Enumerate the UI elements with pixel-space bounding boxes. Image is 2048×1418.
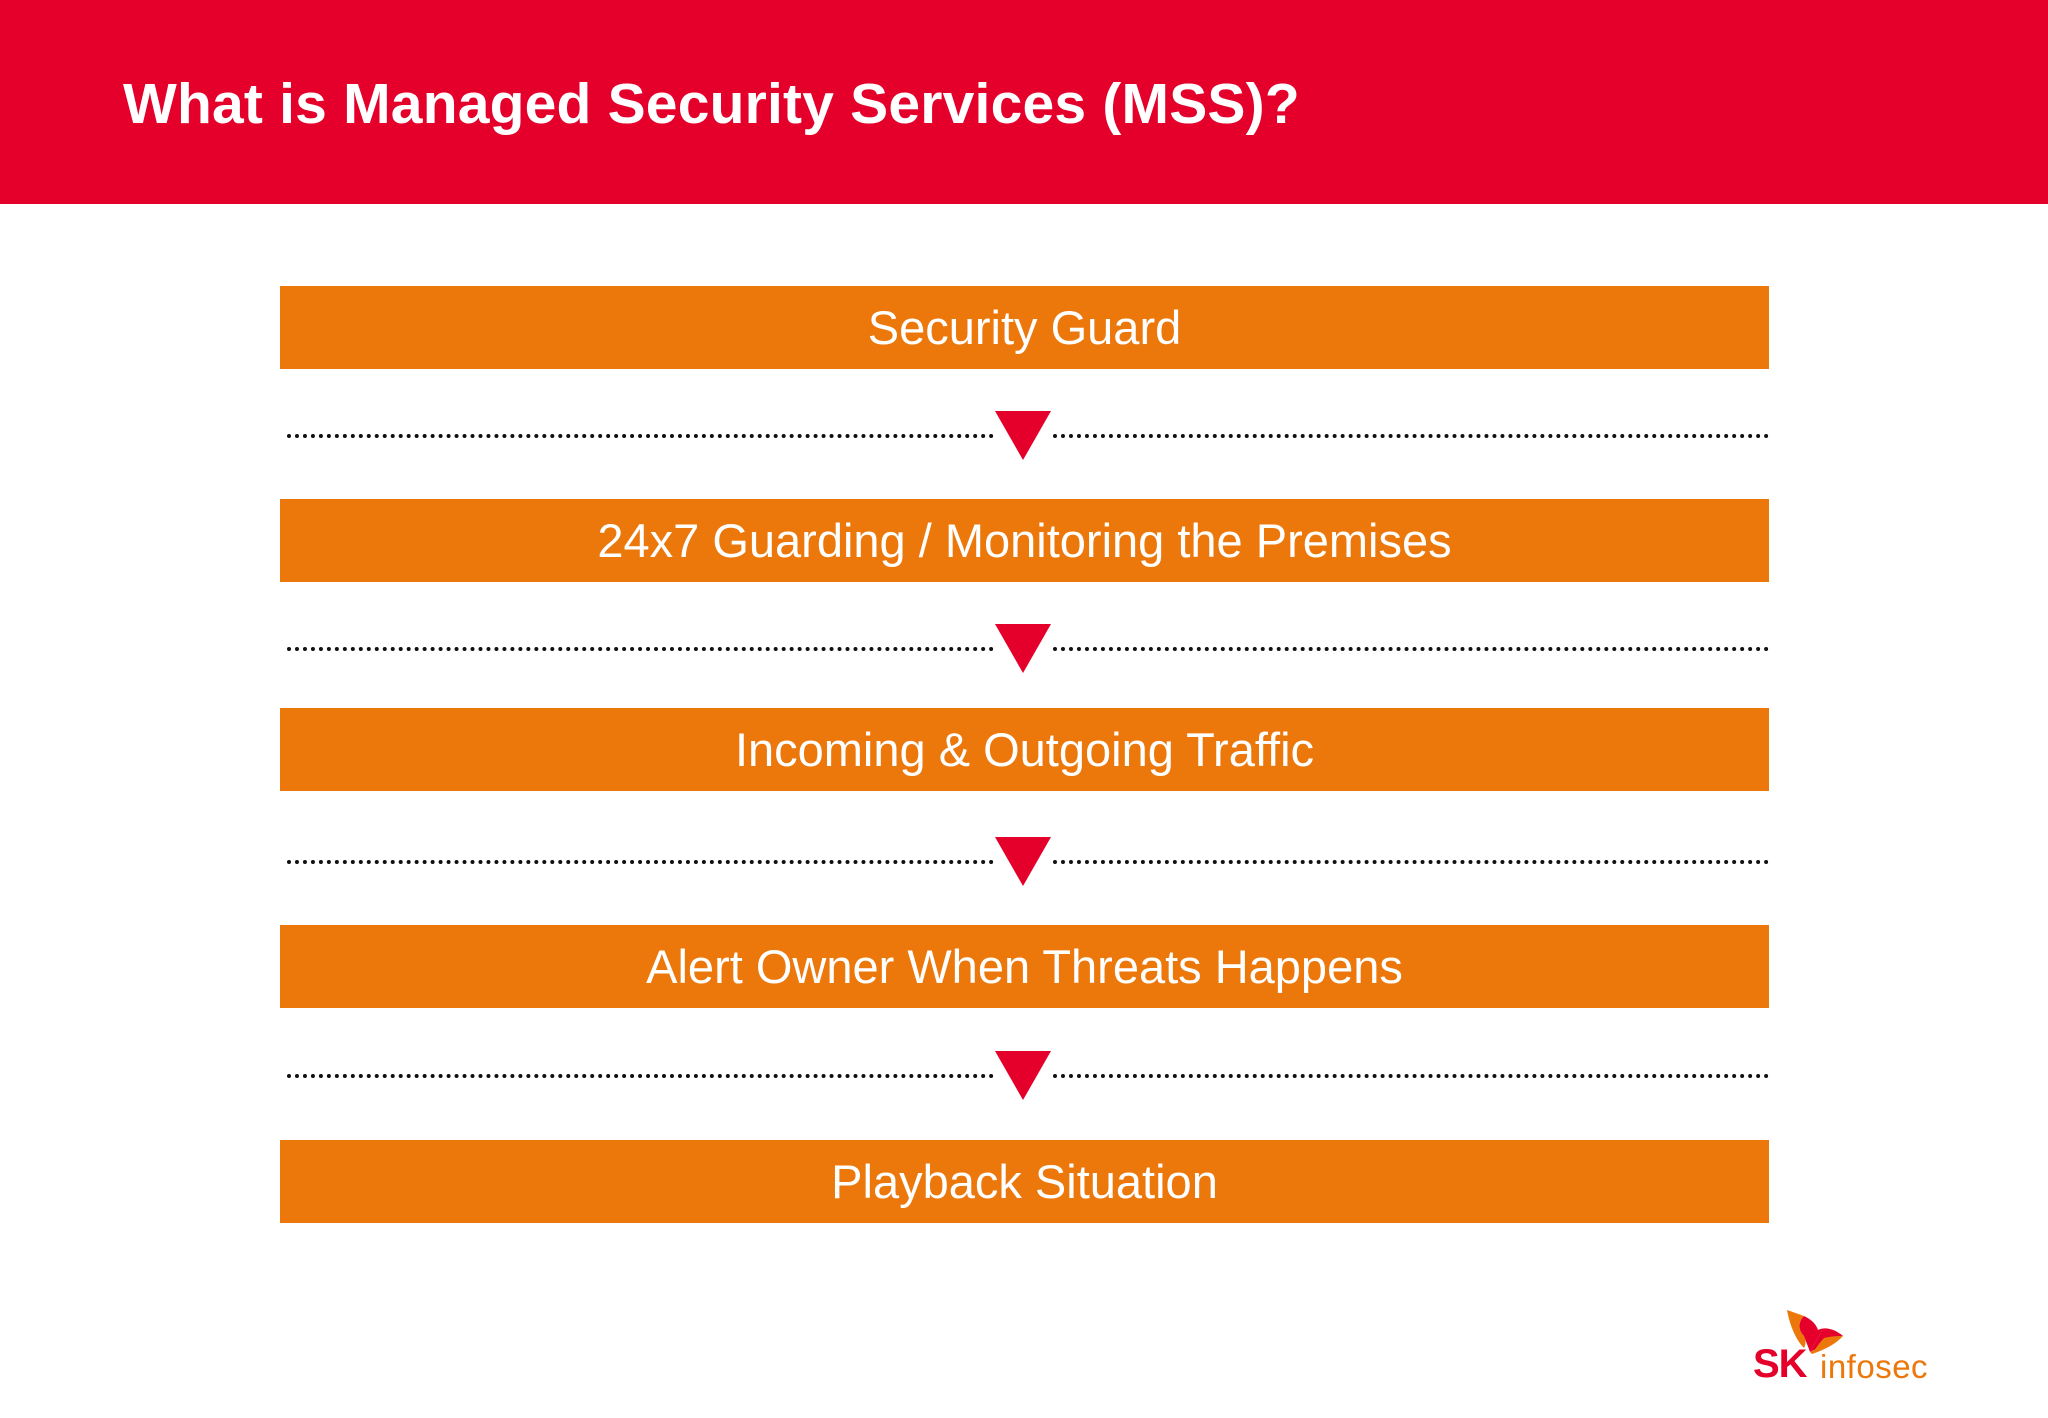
flow-connector [287, 624, 1769, 674]
flow-connector [287, 411, 1769, 461]
dotted-divider [1053, 434, 1769, 438]
down-triangle-arrow-icon [995, 1051, 1051, 1100]
flow-step-label: Alert Owner When Threats Happens [646, 940, 1403, 993]
dotted-divider [1053, 647, 1769, 651]
down-triangle-arrow-icon [995, 837, 1051, 886]
logo-brand-text: SK [1753, 1342, 1808, 1386]
flow-step-security-guard: Security Guard [280, 286, 1769, 369]
down-triangle-arrow-icon [995, 624, 1051, 673]
dotted-divider [287, 860, 994, 864]
dotted-divider [287, 647, 994, 651]
dotted-divider [1053, 860, 1769, 864]
logo-product-text: infosec [1820, 1348, 1929, 1385]
flow-step-label: Playback Situation [831, 1155, 1218, 1208]
dotted-divider [1053, 1074, 1769, 1078]
flow-connector [287, 1051, 1769, 1101]
title-banner: What is Managed Security Services (MSS)? [0, 0, 2048, 204]
flow-step-playback: Playback Situation [280, 1140, 1769, 1223]
flow-connector [287, 837, 1769, 887]
flow-step-label: Incoming & Outgoing Traffic [734, 723, 1315, 776]
page-title: What is Managed Security Services (MSS)? [123, 72, 1300, 136]
flow-step-traffic: Incoming & Outgoing Traffic [280, 708, 1769, 791]
sk-butterfly-icon [1787, 1310, 1843, 1354]
flow-step-alert-owner: Alert Owner When Threats Happens [280, 925, 1769, 1008]
flow-step-guarding-monitoring: 24x7 Guarding / Monitoring the Premises [280, 499, 1769, 582]
dotted-divider [287, 1074, 994, 1078]
flow-step-label: Security Guard [867, 301, 1182, 354]
down-triangle-arrow-icon [995, 411, 1051, 460]
sk-infosec-logo: SK infosec [1753, 1306, 1933, 1386]
flow-step-label: 24x7 Guarding / Monitoring the Premises [597, 514, 1452, 567]
dotted-divider [287, 434, 994, 438]
